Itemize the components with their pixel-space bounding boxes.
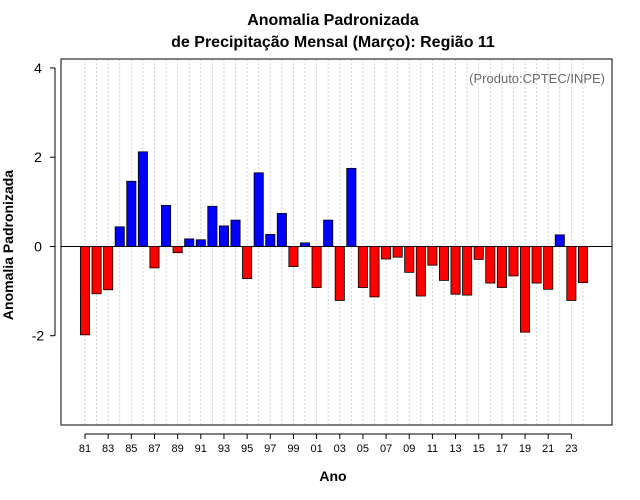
bar-16 (485, 246, 496, 284)
bar-96 (253, 172, 264, 247)
bar-92 (207, 205, 218, 247)
bar-20 (531, 246, 542, 284)
y-axis: -2 0 2 4 (32, 60, 56, 344)
x-tick-label: 01 (310, 443, 322, 455)
bar-19 (520, 246, 531, 333)
bar-88 (161, 204, 172, 247)
bar-13 (450, 246, 461, 295)
x-tick-label: 95 (241, 443, 253, 455)
x-tick-label: 81 (79, 443, 91, 455)
bar-00 (300, 242, 311, 247)
x-tick-label: 87 (148, 443, 160, 455)
bar-84 (114, 226, 125, 247)
y-tick-label: 2 (34, 149, 42, 165)
bar-02 (323, 219, 334, 247)
vertical-gridlines (84, 59, 584, 425)
y-tick-label: -2 (32, 328, 45, 344)
bar-08 (392, 246, 403, 258)
bar-90 (184, 238, 195, 247)
bar-09 (404, 246, 415, 273)
x-tick-label: 19 (519, 443, 531, 455)
bar-87 (149, 246, 160, 269)
bar-93 (218, 225, 229, 247)
x-tick-label: 03 (334, 443, 346, 455)
bar-86 (137, 151, 148, 247)
bar-94 (230, 219, 241, 247)
bar-10 (415, 246, 426, 297)
bar-98 (276, 213, 287, 247)
chart-title-line1: Anomalia Padronizada (247, 12, 419, 29)
x-tick-label: 83 (102, 443, 114, 455)
bar-17 (496, 246, 507, 288)
x-tick-label: 07 (380, 443, 392, 455)
bar-89 (172, 246, 183, 254)
bar-04 (346, 167, 357, 247)
bar-85 (126, 180, 137, 247)
y-axis-label: Anomalia Padronizada (0, 170, 16, 320)
bar-15 (473, 246, 484, 260)
x-tick-label: 13 (449, 443, 461, 455)
x-tick-label: 99 (287, 443, 299, 455)
credit-text: (Produto:CPTEC/INPE) (469, 71, 605, 86)
x-tick-label: 11 (427, 443, 438, 455)
bar-21 (543, 246, 554, 290)
bar-81 (80, 246, 91, 336)
x-tick-label: 93 (218, 443, 230, 455)
x-tick-label: 23 (565, 443, 577, 455)
x-tick-label: 09 (403, 443, 415, 455)
bar-12 (438, 246, 449, 281)
bar-01 (311, 246, 322, 288)
bar-23 (566, 246, 577, 301)
bar-14 (462, 246, 473, 296)
bar-03 (334, 246, 345, 301)
x-axis: 81 83 85 87 89 91 93 95 97 99 01 03 05 07 09 11 13 15 17 19… (79, 433, 577, 455)
bar-95 (242, 246, 253, 279)
bar-99 (288, 246, 299, 267)
x-tick-label: 21 (542, 443, 554, 455)
x-tick-label: 85 (125, 443, 137, 455)
chart-title-line2: de Precipitação Mensal (Março): Região 1… (171, 34, 495, 51)
y-tick-label: 0 (34, 238, 42, 254)
x-tick-label: 91 (195, 443, 207, 455)
bar-82 (91, 246, 102, 295)
bar-11 (427, 246, 438, 266)
x-tick-label: 97 (264, 443, 276, 455)
bar-05 (357, 246, 368, 288)
x-tick-label: 15 (473, 443, 485, 455)
bar-91 (195, 239, 206, 247)
x-tick-label: 89 (172, 443, 184, 455)
x-tick-label: 05 (357, 443, 369, 455)
bar-07 (381, 246, 392, 260)
bar-06 (369, 246, 380, 298)
y-tick-label: 4 (34, 60, 42, 76)
plot-frame (60, 58, 613, 426)
bar-24 (577, 246, 588, 284)
x-tick-label: 17 (496, 443, 508, 455)
bars (80, 151, 588, 336)
x-axis-label: Ano (319, 468, 346, 484)
bar-22 (554, 234, 565, 247)
bar-97 (265, 234, 276, 247)
bar-18 (508, 246, 519, 277)
bar-83 (103, 246, 114, 291)
